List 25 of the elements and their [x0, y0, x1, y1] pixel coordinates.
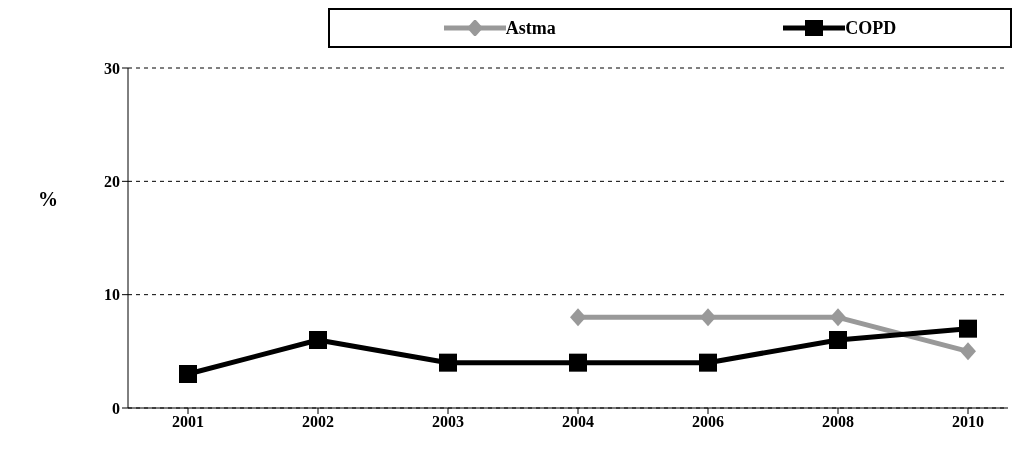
point	[959, 319, 977, 338]
x-tick-label: 2010	[952, 413, 984, 431]
point	[830, 308, 846, 327]
legend-label: COPD	[844, 17, 897, 39]
point	[439, 353, 457, 372]
point	[179, 365, 197, 383]
x-tick-label: 2003	[432, 413, 464, 431]
point	[700, 308, 716, 327]
y-axis-title: %	[38, 188, 58, 211]
x-tick-label: 2001	[172, 413, 204, 431]
point	[309, 331, 327, 349]
y-tick-label: 0	[112, 399, 120, 417]
legend-label: Astma	[504, 17, 556, 39]
y-tick-label: 30	[104, 59, 120, 77]
y-tick-label: 10	[104, 286, 120, 304]
x-tick-label: 2002	[302, 413, 334, 431]
y-tick-label: 20	[104, 173, 120, 191]
point	[960, 342, 976, 361]
x-tick-label: 2008	[822, 413, 854, 431]
point	[570, 308, 586, 327]
x-tick-label: 2006	[692, 413, 724, 431]
point	[569, 353, 587, 372]
point	[829, 331, 847, 349]
x-tick-label: 2004	[562, 413, 594, 431]
point	[699, 353, 717, 372]
